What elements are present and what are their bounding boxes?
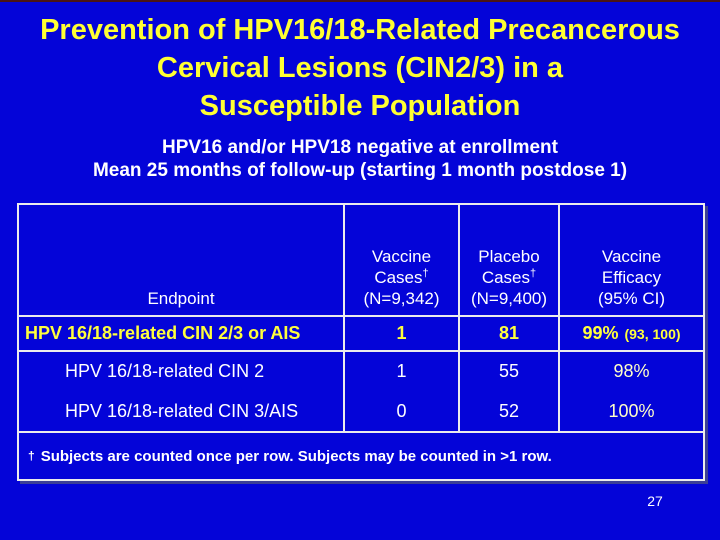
column-header-endpoint: Endpoint: [19, 205, 345, 317]
dagger-symbol: †: [422, 267, 429, 280]
column-header-endpoint-label: Endpoint: [147, 289, 215, 308]
column-header-vaccine-efficacy: Vaccine Efficacy (95% CI): [560, 205, 703, 317]
slide-page-number: 27: [647, 493, 663, 509]
column-header-vaccine-efficacy-label: Vaccine Efficacy (95% CI): [597, 247, 666, 308]
column-header-placebo-cases-label: Placebo Cases† (N=9,400): [470, 247, 548, 308]
table-row-efficacy: 98%: [613, 361, 650, 382]
footnote-text: Subjects are counted once per row. Subje…: [40, 447, 552, 465]
column-header-vaccine-cases: Vaccine Cases† (N=9,342): [345, 205, 460, 317]
slide-subtitle: HPV16 and/or HPV18 negative at enrollmen…: [92, 137, 628, 181]
table-row-endpoint: HPV 16/18-related CIN 2: [19, 352, 345, 392]
table-row-vaccine-cases: 1: [345, 352, 460, 392]
table-row-placebo-cases: 52: [460, 392, 560, 433]
table-row-efficacy: 100%: [560, 392, 703, 433]
column-header-placebo-cases: Placebo Cases† (N=9,400): [460, 205, 560, 317]
table-row-vaccine-cases: 1: [345, 317, 460, 352]
dagger-symbol: †: [530, 267, 537, 280]
slide-title: Prevention of HPV16/18-Related Precancer…: [40, 14, 680, 122]
column-header-vaccine-cases-label: Vaccine Cases† (N=9,342): [363, 247, 440, 308]
table-row-placebo-cases: 81: [460, 317, 560, 352]
efficacy-value: 99%: [582, 322, 619, 343]
table-row-placebo-cases: 55: [460, 352, 560, 392]
table-row-vaccine-cases: 0: [345, 392, 460, 433]
table-footnote: † Subjects are counted once per row. Sub…: [28, 447, 552, 465]
table-row-endpoint: HPV 16/18-related CIN 2/3 or AIS: [19, 317, 345, 352]
table-row-efficacy: 99% (93, 100): [560, 317, 703, 352]
results-table: Endpoint Vaccine Cases† (N=9,342) Placebo C…: [17, 203, 705, 481]
table-row-endpoint: HPV 16/18-related CIN 3/AIS: [19, 392, 345, 433]
efficacy-confidence-interval: (93, 100): [624, 325, 681, 342]
slide-top-edge: [0, 0, 720, 2]
